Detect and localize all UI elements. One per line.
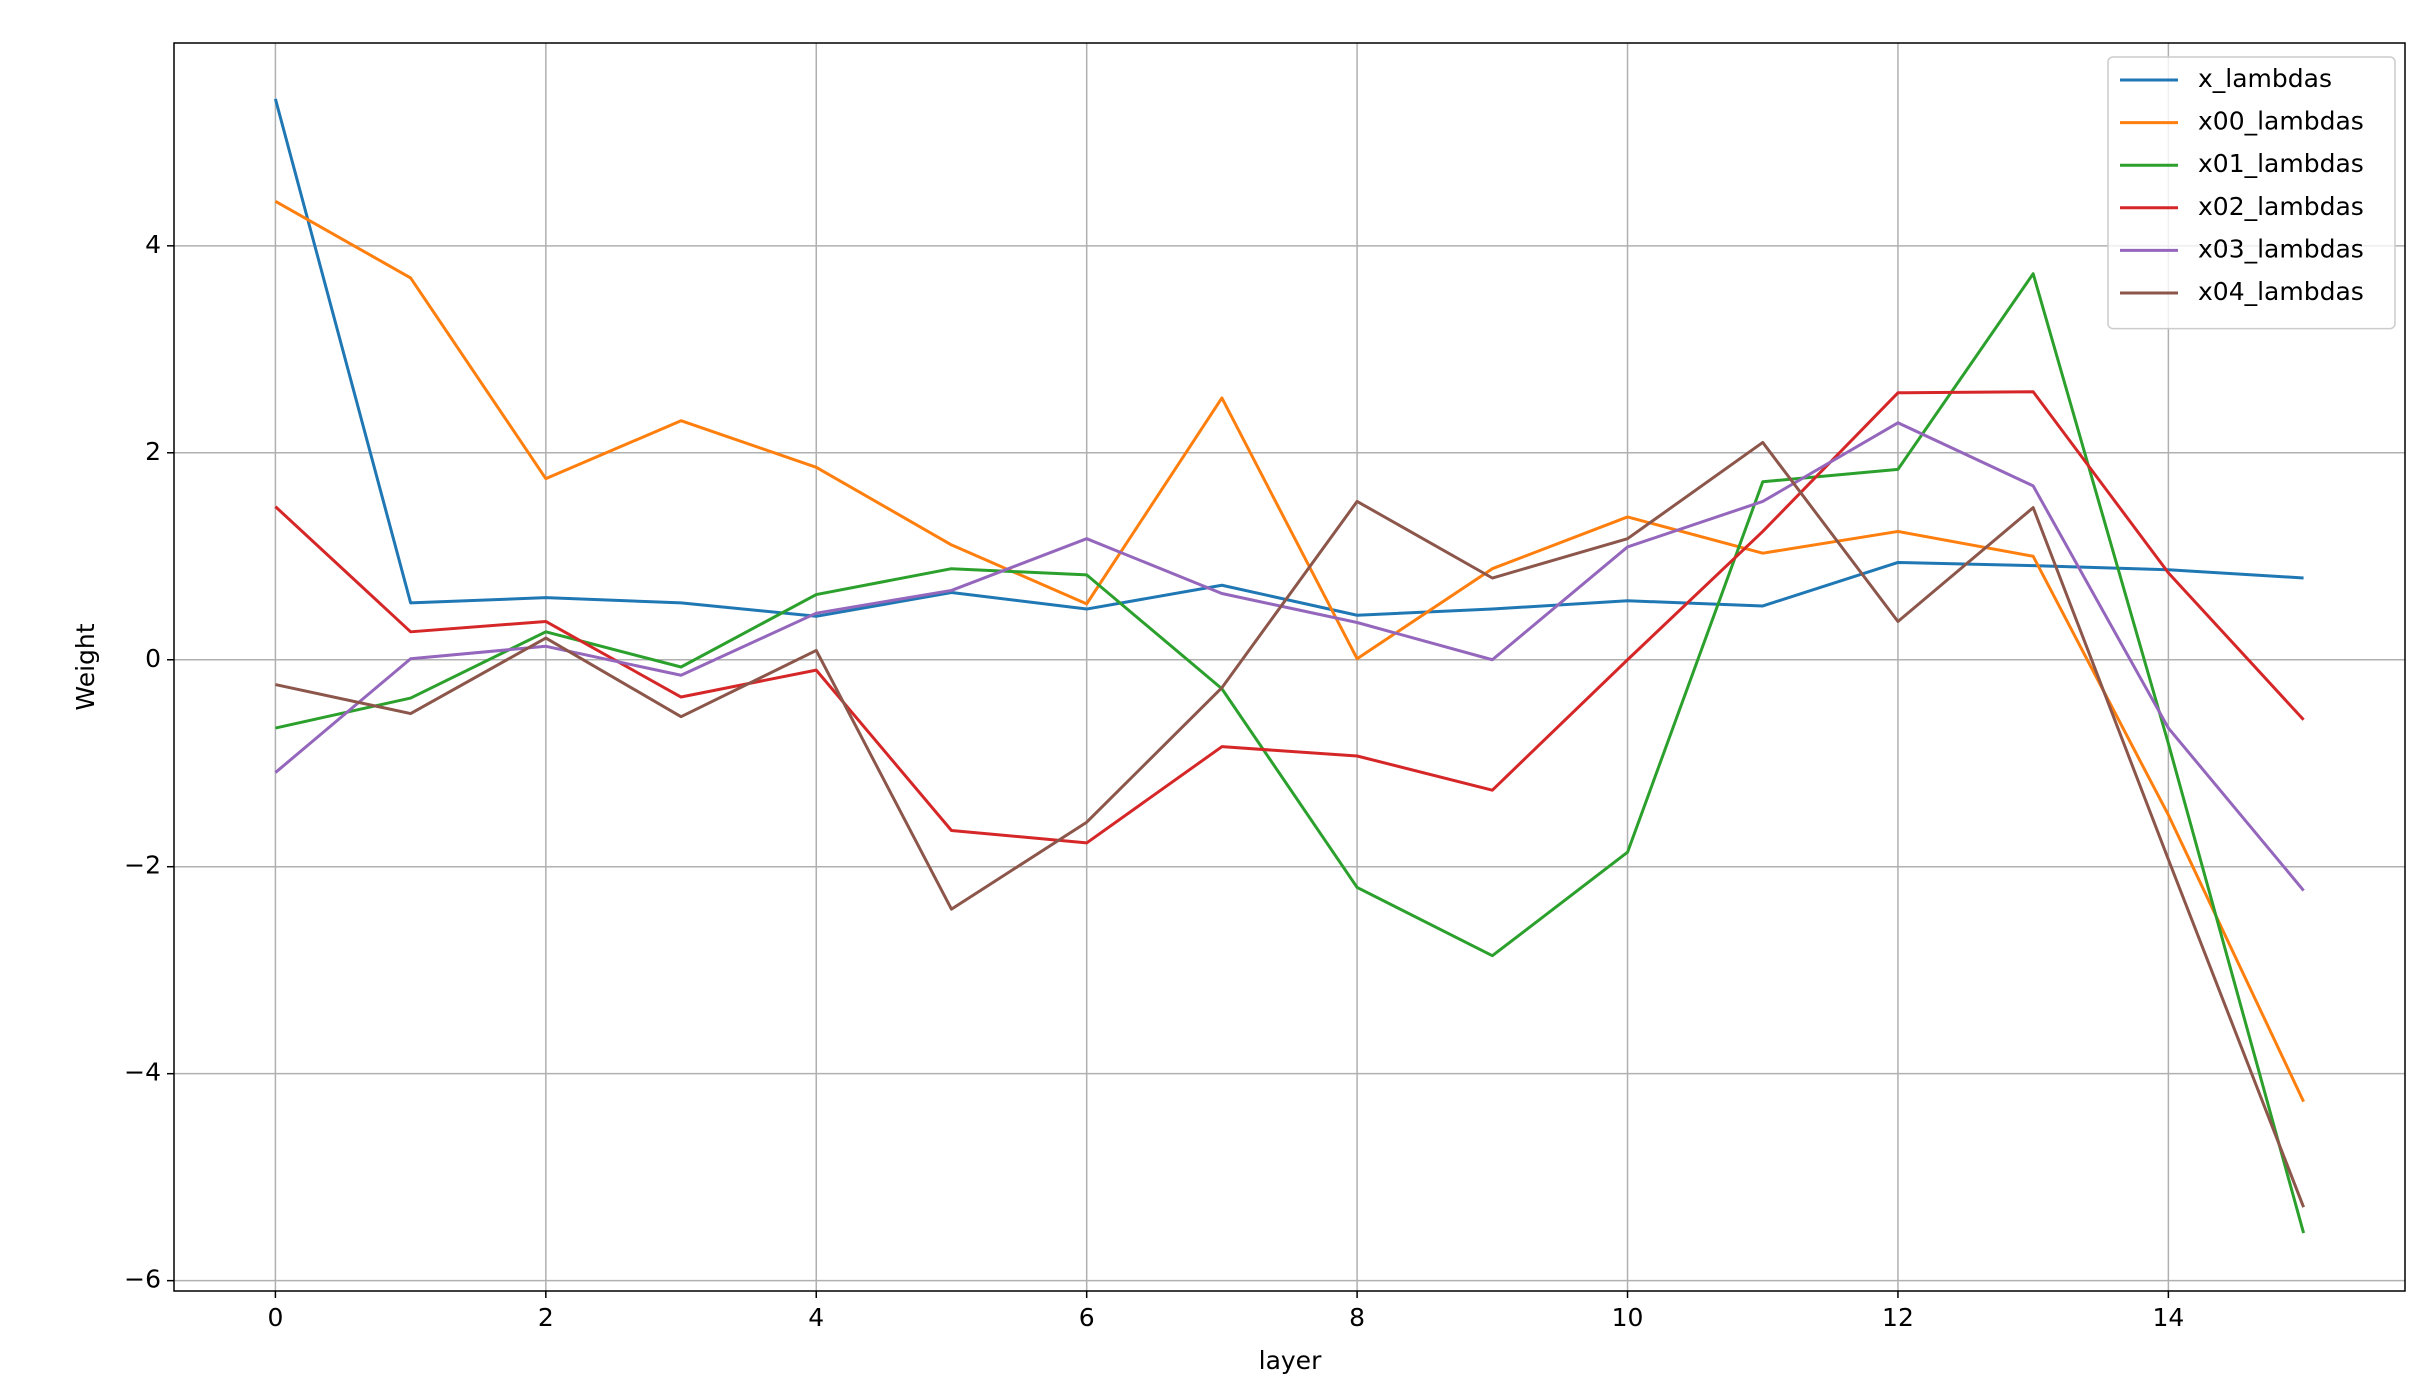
y-tick-label: 0 <box>145 644 161 673</box>
legend-label: x02_lambdas <box>2198 192 2364 221</box>
x-tick-label: 4 <box>808 1303 824 1332</box>
legend-label: x04_lambdas <box>2198 277 2364 306</box>
x-tick-label: 12 <box>1882 1303 1914 1332</box>
legend-label: x01_lambdas <box>2198 149 2364 178</box>
y-axis-label: Weight <box>71 623 100 710</box>
y-tick-label: −2 <box>124 851 161 880</box>
plot-frame <box>173 42 2406 1292</box>
x-tick-label: 10 <box>1612 1303 1644 1332</box>
x-tick-label: 6 <box>1079 1303 1095 1332</box>
x-tick-label: 2 <box>538 1303 554 1332</box>
y-tick-label: 2 <box>145 437 161 466</box>
y-tick-label: 4 <box>145 230 161 259</box>
x-tick-label: 14 <box>2152 1303 2184 1332</box>
data-line <box>274 390 2305 845</box>
data-line <box>275 272 2306 1234</box>
y-tick-label: −4 <box>124 1058 161 1087</box>
x-tick-label: 0 <box>267 1303 283 1332</box>
x-tick-label: 8 <box>1349 1303 1365 1332</box>
legend-box <box>2107 56 2396 330</box>
y-tick-label: −6 <box>124 1265 161 1294</box>
x-axis-label: layer <box>1259 1346 1322 1375</box>
data-line <box>273 98 2304 618</box>
data-line <box>275 440 2305 1208</box>
data-line <box>274 421 2305 892</box>
data-line <box>274 200 2305 1103</box>
legend: x_lambdas x00_lambdas x01_lambdas x02_lambd… <box>2107 56 2396 330</box>
legend-label: x03_lambdas <box>2198 234 2364 263</box>
legend-label: x00_lambdas <box>2198 107 2364 136</box>
legend-label: x_lambdas <box>2198 64 2332 93</box>
